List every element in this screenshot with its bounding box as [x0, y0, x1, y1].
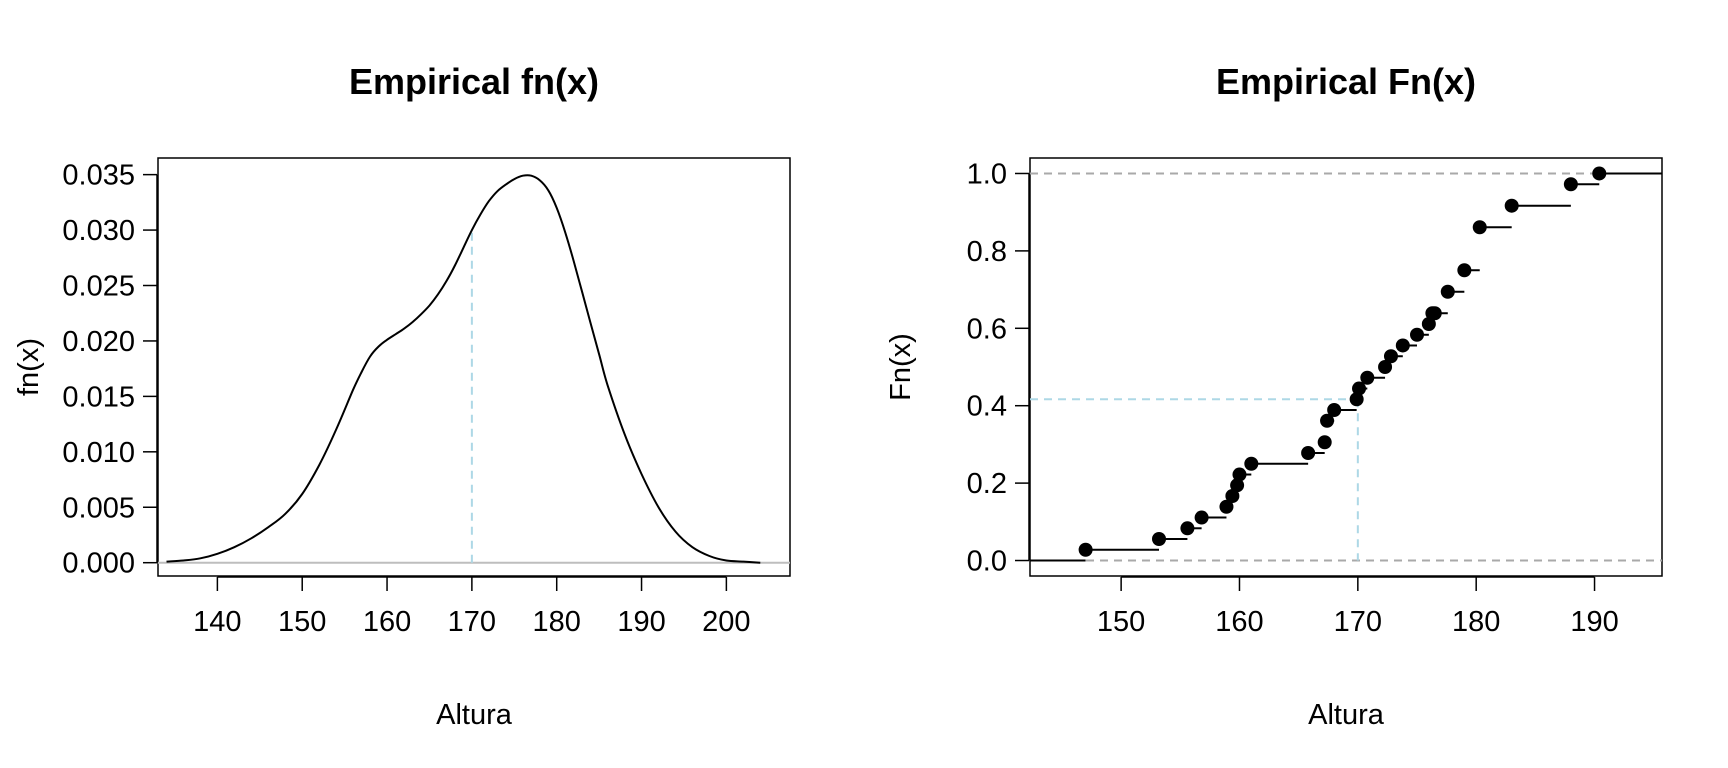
density-curve — [166, 174, 761, 564]
ecdf-point — [1421, 317, 1436, 332]
c2-y-tick-label: 0.6 — [967, 313, 1007, 345]
c1-x-tick-label: 170 — [448, 606, 496, 638]
ecdf-point — [1395, 338, 1410, 353]
ecdf-bound-lines — [1030, 172, 1662, 562]
ecdf-point — [1360, 370, 1375, 385]
ecdf-point — [1349, 392, 1364, 407]
c1-x-tick-label: 180 — [533, 606, 581, 638]
c2-y-tick-label: 0.2 — [967, 468, 1007, 500]
c2-x-tick-label: 180 — [1452, 606, 1500, 638]
c2-y-tick-label: 1.0 — [967, 158, 1007, 190]
c1-y-tick-label: 0.005 — [62, 492, 135, 524]
c1-y-tick-label: 0.010 — [62, 437, 135, 469]
c1-y-tick-label: 0.035 — [62, 160, 135, 192]
c1-x-tick-label: 200 — [702, 606, 750, 638]
ecdf-plot-frame — [1029, 157, 1663, 577]
ecdf-point — [1472, 220, 1487, 235]
density-plot-frame — [157, 157, 791, 577]
c1-y-tick-label: 0.020 — [62, 326, 135, 358]
ecdf-point — [1427, 306, 1442, 321]
density-y-axis: 0.000 0.005 0.010 0.015 0.020 0.025 0.030 0.035 — [62, 160, 158, 580]
ecdf-x-axis: 150 160 170 180 190 — [1097, 576, 1619, 638]
c2-x-tick-label: 160 — [1215, 606, 1263, 638]
ecdf-point — [1194, 510, 1209, 525]
ecdf-chart-title: Empirical Fn(x) — [1216, 61, 1476, 102]
ecdf-point — [1225, 488, 1240, 503]
ecdf-point — [1232, 467, 1247, 482]
ecdf-point — [1378, 360, 1393, 374]
c1-y-tick-label: 0.015 — [62, 381, 135, 413]
ecdf-reference-lines — [1030, 398, 1359, 561]
ecdf-y-label: Fn(x) — [885, 333, 917, 401]
ecdf-point — [1504, 198, 1519, 213]
ecdf-point — [1327, 402, 1342, 417]
ecdf-point — [1383, 349, 1398, 364]
ecdf-point — [1219, 499, 1234, 514]
density-x-label: Altura — [436, 699, 513, 731]
ecdf-point — [1563, 177, 1578, 192]
ecdf-point — [1078, 542, 1093, 557]
density-chart-title: Empirical fn(x) — [349, 61, 599, 102]
c1-x-tick-label: 150 — [278, 606, 326, 638]
ecdf-points — [1078, 166, 1607, 557]
c1-x-tick-label: 140 — [193, 606, 241, 638]
ecdf-point — [1317, 435, 1332, 450]
ecdf-chart: Empirical Fn(x) 0.0 0.2 0.4 0.6 0.8 1.0 150 16… — [885, 61, 1663, 731]
ecdf-point — [1457, 263, 1472, 278]
c1-x-tick-label: 190 — [617, 606, 665, 638]
density-y-label: fn(x) — [13, 338, 45, 396]
c1-y-tick-label: 0.000 — [62, 548, 135, 580]
c1-y-tick-label: 0.030 — [62, 215, 135, 247]
ecdf-point — [1244, 456, 1259, 471]
ecdf-point — [1152, 531, 1167, 546]
c1-x-tick-label: 160 — [363, 606, 411, 638]
c2-y-tick-label: 0.0 — [967, 546, 1007, 578]
density-x-axis: 140 150 160 170 180 190 200 — [193, 576, 751, 638]
ecdf-x-label: Altura — [1308, 699, 1385, 731]
ecdf-point — [1180, 521, 1195, 536]
c1-y-tick-label: 0.025 — [62, 271, 135, 303]
ecdf-point — [1230, 478, 1245, 493]
ecdf-point — [1352, 381, 1367, 396]
ecdf-point — [1320, 413, 1335, 428]
c2-x-tick-label: 150 — [1097, 606, 1145, 638]
ecdf-point — [1410, 327, 1425, 342]
c2-y-tick-label: 0.4 — [967, 391, 1007, 423]
c2-y-tick-label: 0.8 — [967, 236, 1007, 268]
ecdf-point — [1592, 166, 1607, 181]
ecdf-point — [1440, 284, 1455, 299]
ecdf-point — [1301, 445, 1316, 460]
ecdf-y-axis: 0.0 0.2 0.4 0.6 0.8 1.0 — [967, 158, 1030, 578]
c2-x-tick-label: 170 — [1334, 606, 1382, 638]
density-chart: Empirical fn(x) 0.000 0.005 0.010 0.015 0.02… — [13, 61, 791, 731]
c2-x-tick-label: 190 — [1570, 606, 1618, 638]
ecdf-steps — [1030, 172, 1662, 562]
